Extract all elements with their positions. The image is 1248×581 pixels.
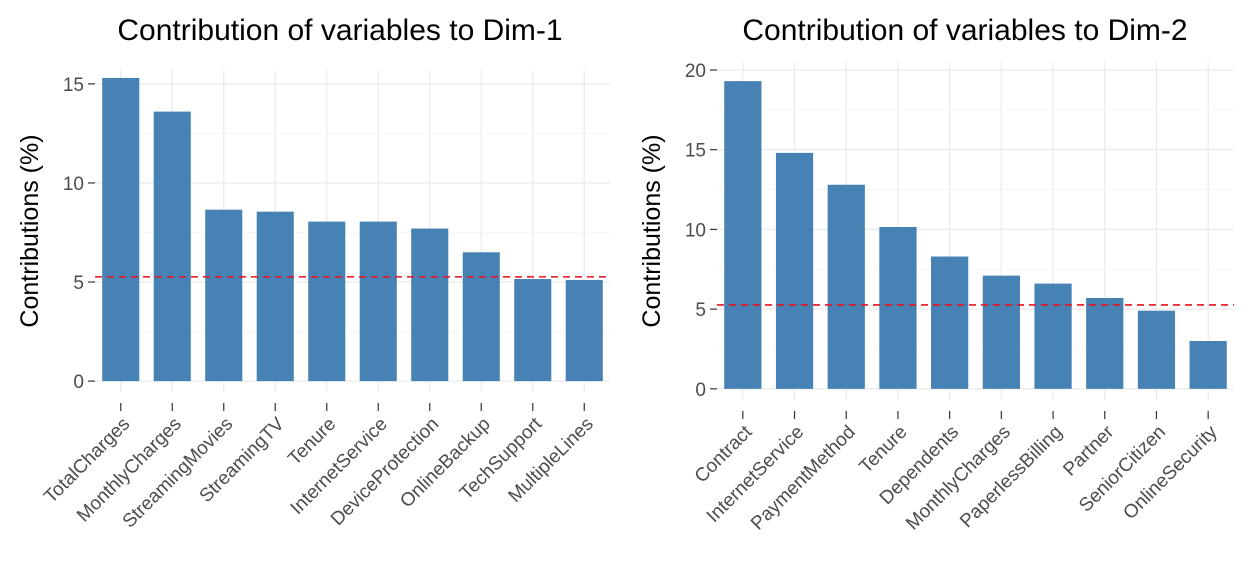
dim1-chart-panel: 051015TotalChargesMonthlyChargesStreamin… [16, 14, 610, 532]
bar-tenure [879, 227, 917, 389]
y-tick-label: 5 [695, 300, 706, 321]
bar-onlinesecurity [1189, 341, 1227, 389]
bar-monthlycharges [153, 111, 191, 382]
y-tick-label: 10 [63, 174, 84, 195]
y-axis-label: Contributions (%) [638, 134, 666, 327]
bar-paymentmethod [827, 184, 865, 389]
bar-streamingmovies [205, 209, 243, 382]
bar-multiplelines [565, 280, 603, 382]
bar-internetservice [359, 221, 397, 382]
bar-seniorcitizen [1137, 310, 1176, 389]
chart-title: Contribution of variables to Dim-1 [117, 14, 562, 47]
bar-contract [724, 81, 762, 389]
y-tick-label: 10 [685, 220, 706, 241]
bar-paperlessbilling [1034, 283, 1072, 389]
bar-tenure [308, 221, 346, 382]
bar-internetservice [775, 152, 814, 389]
chart-title: Contribution of variables to Dim-2 [742, 14, 1187, 47]
bar-totalcharges [102, 77, 140, 382]
y-tick-label: 0 [695, 380, 706, 401]
x-tick-label: OnlineSecurity [1119, 421, 1222, 524]
y-axis-label: Contributions (%) [16, 134, 44, 327]
y-tick-label: 15 [685, 141, 706, 162]
y-tick-label: 20 [685, 61, 706, 82]
x-tick-label: OnlineBackup [396, 414, 494, 512]
bar-dependents [931, 256, 969, 389]
bar-monthlycharges [982, 275, 1020, 389]
bar-partner [1086, 297, 1124, 389]
bar-techsupport [514, 279, 552, 382]
dim2-chart-panel: 05101520ContractInternetServicePaymentMe… [638, 14, 1234, 534]
y-tick-label: 5 [73, 273, 84, 294]
bar-onlinebackup [462, 252, 500, 382]
bar-deviceprotection [411, 228, 449, 382]
y-tick-label: 15 [63, 75, 84, 96]
y-tick-label: 0 [73, 372, 84, 393]
bar-streamingtv [256, 211, 294, 382]
